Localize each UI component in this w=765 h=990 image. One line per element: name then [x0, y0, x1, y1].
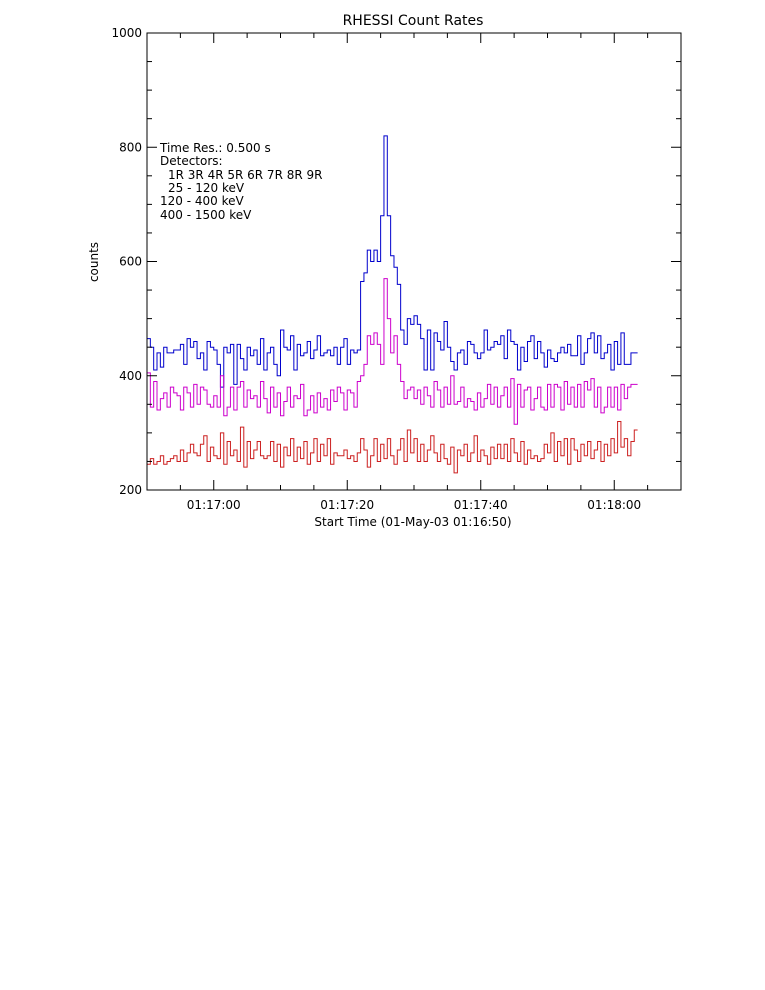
x-tick-label-2: 01:17:40 [454, 498, 508, 512]
x-tick-label-1: 01:17:20 [320, 498, 374, 512]
y-tick-label-3: 800 [119, 140, 142, 154]
detectors-list: 1R 3R 4R 5R 6R 7R 8R 9R [168, 168, 322, 182]
y-tick-label-0: 200 [119, 483, 142, 497]
legend-entry-high: 400 - 1500 keV [160, 208, 252, 222]
series-line-0 [147, 135, 638, 388]
x-tick-label-3: 01:18:00 [587, 498, 641, 512]
x-tick-label-0: 01:17:00 [187, 498, 241, 512]
y-tick-label-4: 1000 [111, 26, 142, 40]
chart-title: RHESSI Count Rates [343, 13, 484, 29]
y-tick-label-1: 400 [119, 369, 142, 383]
series-line-2 [147, 420, 638, 474]
ticks-layer: 01:17:00 01:17:20 01:17:40 01:18:00 200 400 60… [111, 26, 681, 512]
y-axis-label: counts [87, 242, 101, 282]
time-resolution-label: Time Res.: 0.500 s [159, 141, 271, 155]
detectors-heading: Detectors: [160, 154, 223, 168]
legend-entry-mid: 120 - 400 keV [160, 194, 244, 208]
series-layer [147, 135, 638, 474]
y-tick-label-2: 600 [119, 255, 142, 269]
series-line-1 [147, 278, 638, 425]
x-axis-label: Start Time (01-May-03 01:16:50) [314, 515, 511, 529]
legend-entry-low: 25 - 120 keV [168, 181, 245, 195]
legend: Time Res.: 0.500 s Detectors: 1R 3R 4R 5… [159, 141, 322, 222]
